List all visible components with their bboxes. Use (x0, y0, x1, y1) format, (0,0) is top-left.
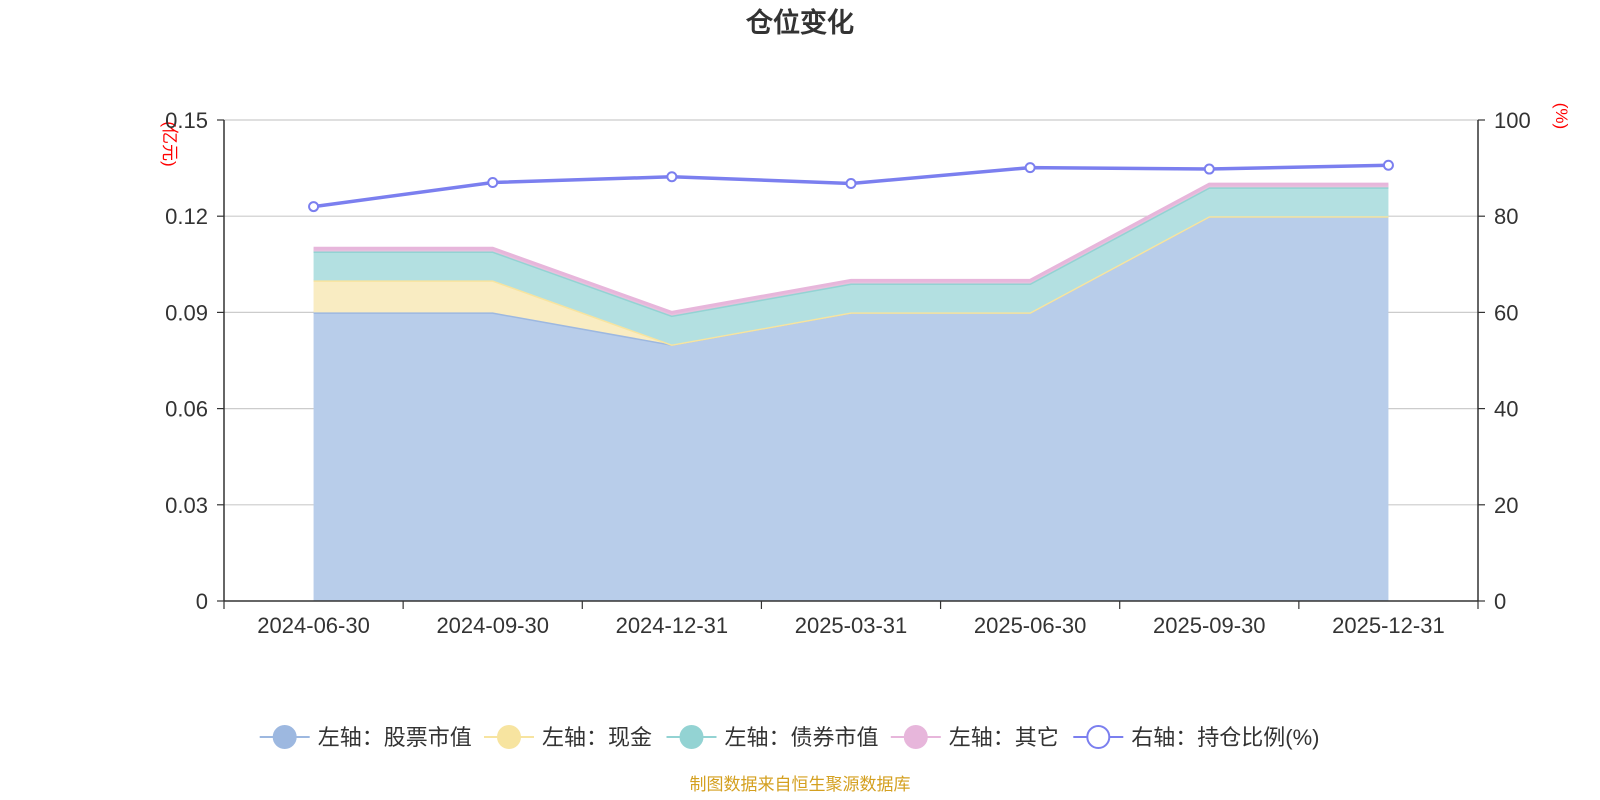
data-source-note: 制图数据来自恒生聚源数据库 (690, 775, 911, 794)
right-tick-label: 100 (1494, 108, 1531, 133)
left-tick-label: 0.15 (165, 108, 208, 133)
area-左轴：其它 (313, 184, 1389, 316)
ratio-point (666, 171, 678, 183)
stacked-areas (313, 182, 1389, 601)
area-左轴：股票市值 (313, 216, 1389, 601)
right-axis-unit: (%) (1552, 103, 1571, 129)
legend-label: 左轴：现金 (542, 725, 652, 750)
x-tick-label: 2025-03-31 (795, 613, 908, 638)
chart-title: 仓位变化 (745, 7, 854, 38)
legend-marker-左轴：现金 (497, 725, 521, 749)
legend-marker-右轴：持仓比例(%) (1086, 725, 1111, 749)
x-tick-label: 2024-09-30 (436, 613, 549, 638)
x-tick-label: 2025-09-30 (1153, 613, 1266, 638)
legend-marker-左轴：其它 (903, 725, 928, 749)
ratio-point (487, 177, 499, 189)
legend-label: 右轴：持仓比例(%) (1131, 725, 1319, 750)
area-edge-左轴：其它 (313, 182, 1389, 314)
legend-marker-左轴：股票市值 (272, 725, 297, 749)
x-tick-label: 2025-06-30 (974, 613, 1087, 638)
right-tick-label: 0 (1494, 589, 1506, 614)
ratio-point (308, 201, 320, 213)
x-tick-label: 2024-06-30 (257, 613, 370, 638)
right-tick-label: 20 (1494, 493, 1518, 518)
legend-label: 左轴：股票市值 (318, 725, 472, 750)
left-tick-label: 0.12 (165, 204, 208, 229)
left-tick-label: 0.09 (165, 300, 208, 325)
legend: 左轴：股票市值 左轴：现金 左轴：债券市值 左轴：其它 右轴：持仓比例(%) (259, 725, 1320, 750)
axes: 0 0.03 0.06 0.09 0.12 0.15 0 20 40 60 80 100 2024-06… (165, 108, 1531, 638)
left-tick-label: 0.06 (165, 397, 208, 422)
right-tick-label: 60 (1494, 300, 1518, 325)
left-axis-unit: (亿元) (160, 121, 179, 166)
left-tick-label: 0.03 (165, 493, 208, 518)
left-tick-label: 0 (196, 589, 208, 614)
ratio-point (845, 177, 857, 189)
ratio-point (1382, 159, 1394, 171)
ratio-point (1203, 163, 1215, 175)
right-tick-label: 40 (1494, 397, 1518, 422)
legend-label: 左轴：其它 (949, 725, 1059, 750)
legend-marker-左轴：债券市值 (679, 725, 704, 749)
x-tick-label: 2024-12-31 (616, 613, 729, 638)
x-tick-label: 2025-12-31 (1332, 613, 1445, 638)
area-左轴：债券市值 (313, 187, 1389, 345)
ratio-line (308, 159, 1394, 213)
right-tick-label: 80 (1494, 204, 1518, 229)
ratio-point (1024, 162, 1036, 174)
legend-label: 左轴：债券市值 (725, 725, 879, 750)
